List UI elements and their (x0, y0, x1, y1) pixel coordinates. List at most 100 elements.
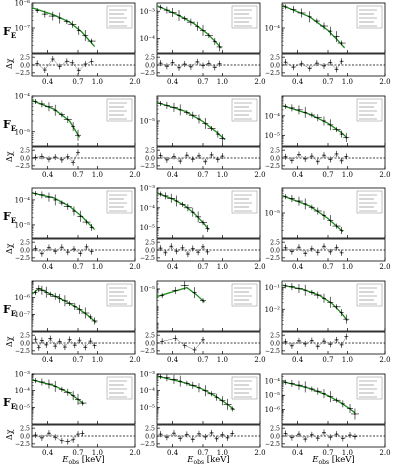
legend-box (356, 98, 383, 122)
data-point (311, 388, 313, 390)
x-tick-label: 1.0 (217, 78, 228, 86)
resid-tick-label: 0.0 (145, 62, 155, 69)
resid-tick-label: 2.5 (145, 239, 155, 246)
data-point (90, 226, 93, 229)
data-point (196, 25, 199, 28)
legend-box (356, 5, 383, 29)
data-point (179, 380, 182, 382)
resid-trace (285, 61, 342, 70)
x-tick-label: 2.0 (129, 78, 140, 86)
resid-tick-label: 0.0 (145, 340, 155, 347)
resid-tick-label: −2.5 (15, 348, 30, 355)
y-tick-label: 10⁻⁴ (265, 25, 281, 33)
x-tick-label: 0.4 (292, 171, 304, 179)
data-point (93, 320, 96, 322)
x-tick-label: 1.0 (217, 356, 228, 364)
x-tick-label: 0.4 (167, 78, 179, 86)
x-tick-label: 0.7 (197, 449, 208, 457)
data-point (335, 305, 338, 308)
resid-tick-label: 0.0 (20, 247, 30, 254)
resid-trace (162, 338, 204, 351)
panel-marks (282, 194, 344, 257)
ylabel-resid: Δχ (5, 243, 14, 254)
x-tick-label: 0.7 (322, 78, 333, 86)
ylabel-main: FE (3, 118, 16, 133)
data-point (186, 111, 188, 114)
data-point (84, 34, 87, 37)
data-point (298, 384, 300, 386)
ylabel-resid: Δχ (5, 151, 14, 162)
data-point (323, 214, 325, 217)
data-point (329, 30, 332, 32)
x-tick-label: 1.0 (342, 263, 353, 271)
panel-2-2: 10⁻⁵ 0.4 0.7 1.0 2.0 −2.50.02.5 (265, 187, 391, 271)
resid-trace (160, 432, 233, 440)
data-point (73, 210, 75, 212)
data-point (191, 384, 194, 387)
data-point (284, 381, 287, 384)
data-point (311, 291, 313, 294)
x-tick-label: 2.0 (129, 171, 140, 179)
y-tick-label: 10⁻⁶ (15, 294, 31, 302)
x-tick-label: 2.0 (379, 171, 390, 179)
panel-1-0: 10⁻⁵ 10⁻⁴ 0.4 0.7 1.0 2.0 −2.50.02.5 (15, 93, 141, 180)
x-tick-label: 0.4 (292, 449, 304, 457)
panel-4-2: 10⁻⁶ 10⁻⁵ 10⁻⁴ 0.4 0.7 1.0 2.0 −2.50.02.5 (265, 373, 391, 457)
xlabel: Eobs [keV] (61, 455, 104, 466)
data-point (78, 308, 81, 311)
data-point (323, 25, 325, 27)
panel-3-1: 10⁻⁵ 0.4 0.7 1.0 2.0 −2.50.02.5 (140, 280, 266, 364)
panels-layer: 10⁻⁷10⁻⁶0.4 0.7 1.0 2.0−2.50.02.510⁻⁴10⁻³0.… (15, 0, 391, 457)
panel-4-0: 10⁻⁵ 10⁻⁴ 10⁻³ 0.4 0.7 1.0 2.0 −2.50.02.5 (15, 371, 141, 458)
data-point (202, 299, 204, 302)
resid-tick-label: 0.0 (145, 155, 155, 162)
data-point (316, 20, 318, 22)
model-curve (32, 192, 96, 231)
data-point (36, 9, 38, 12)
x-tick-label: 2.0 (129, 263, 140, 271)
x-tick-label: 0.7 (72, 171, 83, 179)
data-point (316, 210, 319, 212)
data-point (58, 17, 61, 19)
data-point (79, 215, 82, 218)
x-tick-label: 0.7 (72, 356, 83, 364)
x-tick-label: 2.0 (129, 356, 140, 364)
panel-marks (282, 103, 350, 165)
panel-1-2: 10⁻⁵ 10⁻⁴ 0.4 0.7 1.0 2.0 −2.50.02.5 (265, 95, 391, 179)
resid-tick-label: 2.5 (145, 54, 155, 61)
resid-trace (285, 153, 347, 163)
model-curve (157, 286, 205, 303)
resid-tick-label: −2.5 (140, 441, 155, 448)
resid-trace (35, 338, 95, 349)
y-tick-label: 10⁻³ (140, 371, 156, 379)
ylabel-main: FE (3, 25, 16, 40)
data-point (190, 21, 192, 23)
y-tick-label: 10⁻² (265, 306, 281, 314)
model-curve (282, 380, 356, 414)
data-point (202, 221, 204, 224)
x-tick-label: 0.4 (167, 356, 179, 364)
data-point (316, 294, 319, 296)
data-point (345, 136, 348, 139)
model-curve (157, 5, 222, 49)
data-point (335, 35, 338, 38)
data-point (329, 124, 332, 126)
resid-tick-label: 0.0 (270, 433, 280, 440)
x-tick-label: 1.0 (342, 171, 353, 179)
resid-tick-label: −2.5 (15, 441, 30, 448)
data-point (218, 46, 221, 48)
data-point (210, 127, 213, 130)
data-point (66, 391, 69, 394)
legend-box (231, 98, 258, 122)
data-point (198, 118, 200, 120)
x-tick-label: 2.0 (379, 78, 390, 86)
y-tick-label: 10⁻⁵ (140, 118, 156, 126)
data-point (183, 17, 186, 20)
y-tick-label: 10⁻⁷ (15, 311, 31, 319)
panel-marks (157, 4, 223, 71)
xlabel-sub: obs (319, 459, 330, 466)
data-point (197, 216, 199, 218)
data-point (298, 200, 300, 202)
model-curve (282, 4, 346, 49)
